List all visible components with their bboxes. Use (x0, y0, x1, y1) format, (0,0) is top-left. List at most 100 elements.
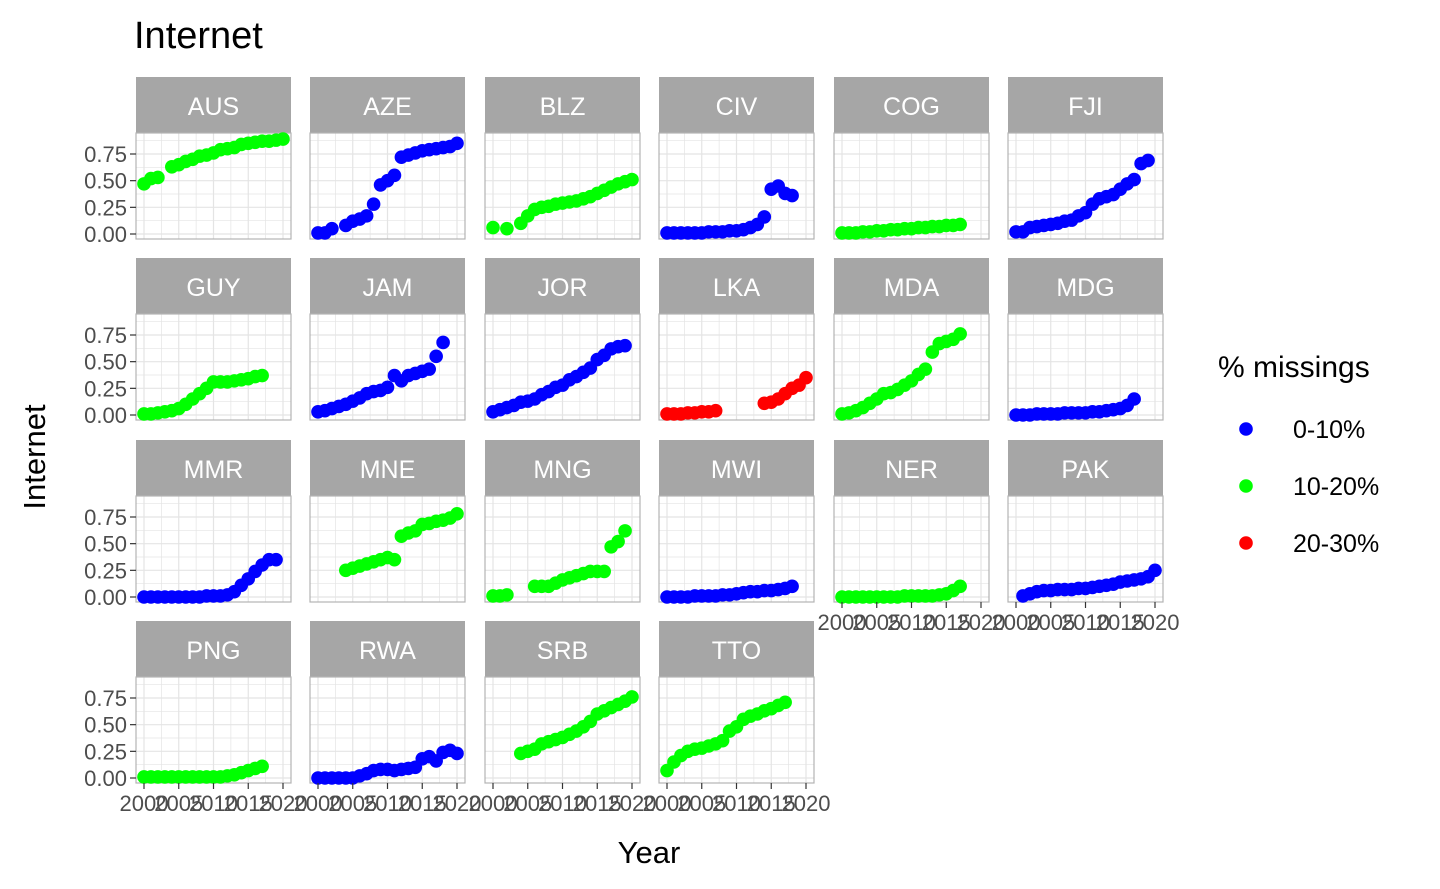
facet-panel-guy: GUY (135, 258, 292, 421)
panel-border (658, 132, 815, 240)
x-tick-label: 2005 (503, 791, 552, 816)
facet-strip-label: AUS (188, 93, 239, 121)
data-point (708, 403, 723, 418)
data-point (436, 335, 450, 350)
x-tick-label: 2020 (957, 610, 1006, 635)
facet-panel-mda: MDA (833, 258, 990, 421)
facet-strip-label: GUY (186, 274, 241, 302)
facet-strip-label: NER (885, 456, 938, 484)
panel-grid (136, 314, 291, 420)
facet-panel-mmr: MMR (135, 440, 292, 604)
x-tick-label: 2010 (887, 610, 936, 635)
y-tick-label: 0.00 (84, 766, 127, 791)
x-tick-label: 2015 (1096, 610, 1145, 635)
data-point (715, 733, 730, 748)
x-tick-label: 2010 (538, 791, 587, 816)
x-tick-label: 2005 (328, 791, 377, 816)
panel-border (135, 313, 292, 421)
data-point (785, 188, 799, 203)
facet-panel-pak: PAK (1007, 440, 1164, 603)
panel-grid (485, 314, 640, 420)
facet-strip (1008, 258, 1163, 314)
facet-strip (834, 440, 989, 496)
data-point (918, 362, 933, 376)
data-point (450, 136, 464, 151)
x-tick-label: 2005 (677, 791, 726, 816)
panel-border (309, 313, 466, 421)
facet-panel-tto: TTO (658, 621, 815, 784)
panel-grid (659, 133, 814, 239)
data-point (450, 507, 464, 521)
facet-panel-civ: CIV (658, 77, 815, 240)
legend-swatch (1239, 536, 1253, 550)
data-point (785, 579, 799, 594)
x-axes: 2000200520102015202020002005201020152020… (120, 602, 1179, 816)
x-tick-label: 2015 (224, 791, 273, 816)
x-tick-label: 2010 (1061, 610, 1110, 635)
facet-strip-label: SRB (537, 637, 588, 665)
facet-strip-label: TTO (712, 637, 762, 665)
x-tick-label: 2010 (363, 791, 412, 816)
y-tick-label: 0.50 (84, 532, 127, 557)
x-tick-label: 2000 (818, 610, 867, 635)
data-point (757, 210, 772, 224)
data-point (429, 349, 443, 364)
facet-strip (136, 440, 291, 496)
y-axis-label: Internet (17, 404, 52, 510)
facet-panel-srb: SRB (484, 621, 641, 784)
facet-strip (659, 621, 814, 677)
data-point (500, 588, 514, 602)
facet-strip (136, 258, 291, 314)
facet-panel-aze: AZE (309, 77, 466, 240)
data-point (380, 380, 395, 395)
y-tick-label: 0.75 (84, 323, 127, 348)
facet-strip-label: BLZ (540, 93, 586, 121)
legend-item-label: 10-20% (1293, 473, 1379, 501)
x-tick-label: 2000 (294, 791, 343, 816)
facet-strip-label: MNE (360, 456, 416, 484)
facet-strip-label: MMR (184, 456, 244, 484)
data-point (625, 690, 639, 704)
x-tick-label: 2010 (712, 791, 761, 816)
panel-grid (310, 314, 465, 420)
panel-grid (136, 496, 291, 602)
legend-item-2: 10-20% (1239, 473, 1379, 501)
legend-title: % missings (1218, 351, 1370, 384)
y-tick-label: 0.25 (84, 739, 127, 764)
data-point (500, 221, 514, 236)
facet-strip-label: MWI (711, 456, 762, 484)
facet-strip (1008, 440, 1163, 496)
facet-strip-label: PAK (1061, 456, 1109, 484)
panel-border (135, 132, 292, 240)
data-point (387, 552, 402, 567)
data-point (618, 524, 632, 538)
x-tick-label: 2010 (189, 791, 238, 816)
facet-strip (659, 440, 814, 496)
y-tick-label: 0.75 (84, 686, 127, 711)
panel-border (484, 495, 641, 603)
x-tick-label: 2015 (398, 791, 447, 816)
legend: % missings 0-10% 10-20% 20-30% (1218, 351, 1379, 558)
facet-panel-mdg: MDG (1007, 258, 1164, 422)
facet-strip-label: COG (883, 93, 940, 121)
legend-item-label: 20-30% (1293, 530, 1379, 558)
data-point (387, 168, 402, 183)
facet-strip (310, 77, 465, 133)
data-point (450, 746, 464, 761)
data-point (366, 197, 381, 211)
y-tick-label: 0.25 (84, 376, 127, 401)
facet-panel-mwi: MWI (658, 440, 815, 604)
facet-strip-label: JAM (363, 274, 413, 302)
x-tick-label: 2000 (643, 791, 692, 816)
panel-border (833, 132, 990, 240)
x-tick-label: 2005 (1026, 610, 1075, 635)
data-point (778, 695, 792, 710)
facet-panel-jor: JOR (484, 258, 641, 421)
x-tick-label: 2000 (469, 791, 518, 816)
panel-border (309, 495, 466, 603)
y-tick-label: 0.50 (84, 350, 127, 375)
data-point (1127, 392, 1141, 406)
data-point (255, 759, 269, 774)
chart-title: Internet (134, 15, 263, 57)
